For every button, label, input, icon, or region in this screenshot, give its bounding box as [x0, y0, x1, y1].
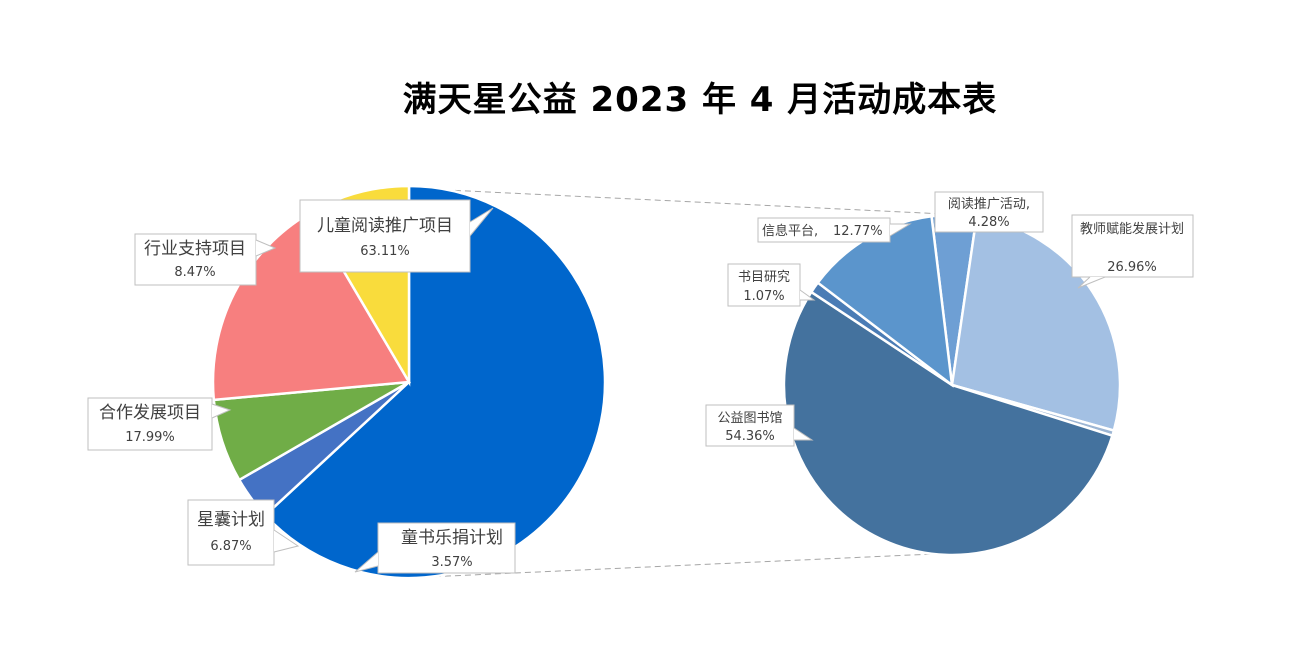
slice-pct: 1.07% — [743, 289, 784, 304]
label-童书乐捐计划: 童书乐捐计划 3.57% — [354, 522, 516, 574]
slice-label: 童书乐捐计划 — [401, 528, 503, 548]
label-儿童阅读推广项目: 儿童阅读推广项目 63.11% — [299, 199, 494, 273]
slice-label: 阅读推广活动, — [948, 197, 1030, 212]
slice-pct: 3.57% — [431, 555, 472, 570]
slice-pct: 63.11% — [360, 244, 410, 259]
slice-pct: 26.96% — [1107, 260, 1157, 275]
label-书目研究: 书目研究 1.07% — [727, 263, 816, 307]
slice-label: 星囊计划 — [197, 510, 265, 530]
label-阅读推广活动: 阅读推广活动, 4.28% — [934, 191, 1044, 233]
label-教师赋能发展计划: 教师赋能发展计划 26.96% — [1071, 214, 1194, 289]
label-信息平台: 信息平台, 12.77% — [757, 217, 912, 243]
slice-pct: 4.28% — [968, 215, 1009, 230]
slice-pct: 8.47% — [174, 265, 215, 280]
label-公益图书馆: 公益图书馆 54.36% — [705, 404, 814, 447]
slice-pct: 6.87% — [210, 539, 251, 554]
connector-line-top — [404, 187, 966, 216]
slice-label: 教师赋能发展计划 — [1080, 221, 1184, 237]
slice-label: 合作发展项目 — [99, 403, 201, 423]
slice-label: 信息平台, — [762, 223, 818, 239]
connector-line-bottom — [404, 552, 956, 579]
label-星囊计划: 星囊计划 6.87% — [187, 499, 300, 566]
label-合作发展项目: 合作发展项目 17.99% — [87, 397, 232, 451]
slice-pct: 12.77% — [833, 224, 883, 239]
pie-slice-合作发展项目 — [211, 211, 412, 402]
slice-pct: 54.36% — [725, 429, 775, 444]
pie-slice-儿童阅读推广项目 — [263, 184, 607, 580]
pie-slice-公益图书馆 — [782, 290, 1114, 557]
breakdown-pie — [782, 213, 1122, 557]
slice-label: 书目研究 — [738, 270, 790, 285]
slice-label: 儿童阅读推广项目 — [317, 216, 453, 236]
label-行业支持项目: 行业支持项目 8.47% — [134, 233, 277, 286]
slice-pct: 17.99% — [125, 430, 175, 445]
slice-label: 公益图书馆 — [717, 411, 782, 426]
chart-title: 满天星公益 2023 年 4 月活动成本表 — [402, 80, 998, 120]
slice-label: 行业支持项目 — [144, 239, 246, 259]
